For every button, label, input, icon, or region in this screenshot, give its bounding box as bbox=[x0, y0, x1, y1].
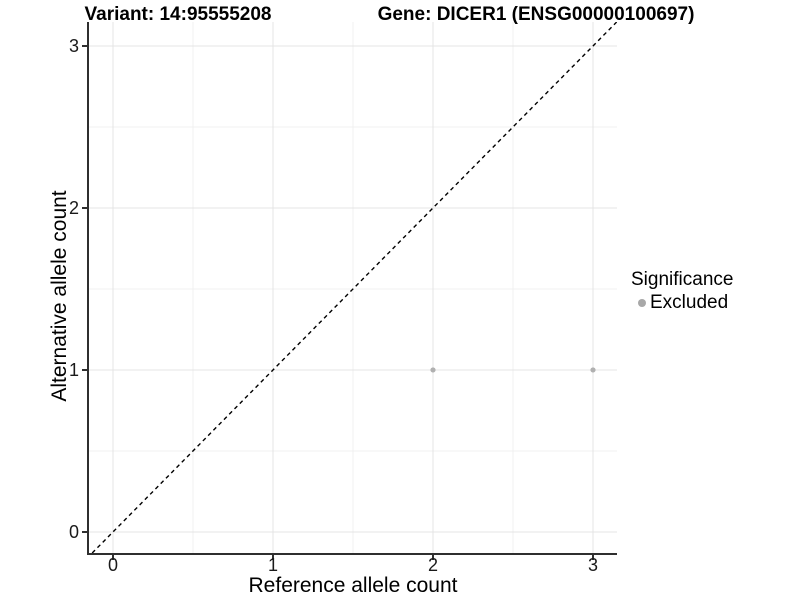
data-point bbox=[590, 367, 596, 373]
x-tick bbox=[112, 555, 114, 560]
plot-panel bbox=[89, 21, 618, 554]
figure-title-gene: Gene: DICER1 (ENSG00000100697) bbox=[377, 4, 695, 25]
y-tick-label: 0 bbox=[68, 521, 79, 542]
x-tick-label: 1 bbox=[267, 555, 278, 575]
x-tick bbox=[592, 555, 594, 560]
legend: Significance Excluded bbox=[631, 269, 733, 314]
x-tick bbox=[272, 555, 274, 560]
panel-canvas bbox=[89, 21, 618, 554]
x-tick bbox=[432, 555, 434, 560]
legend-title: Significance bbox=[631, 269, 734, 290]
y-axis-title: Alternative allele count bbox=[48, 190, 71, 402]
legend-entry: Excluded bbox=[631, 292, 733, 314]
x-tick-label: 2 bbox=[427, 555, 438, 575]
x-axis-line bbox=[87, 553, 617, 555]
x-axis-title: Reference allele count bbox=[248, 574, 458, 597]
legend-label: Excluded bbox=[650, 292, 729, 313]
x-tick-label: 0 bbox=[107, 555, 118, 575]
identity-dashed-line bbox=[91, 21, 618, 554]
x-tick-label: 3 bbox=[587, 555, 598, 575]
y-tick-label: 3 bbox=[68, 35, 79, 56]
y-axis-line bbox=[87, 22, 89, 555]
figure-title-variant: Variant: 14:95555208 bbox=[84, 4, 272, 25]
data-point bbox=[430, 367, 436, 373]
legend-point-icon bbox=[638, 299, 646, 307]
